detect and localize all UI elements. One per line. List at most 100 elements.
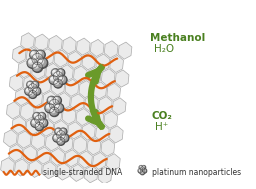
Circle shape <box>55 80 59 84</box>
Circle shape <box>59 77 63 81</box>
Polygon shape <box>62 37 76 54</box>
Polygon shape <box>28 160 42 177</box>
Circle shape <box>59 71 60 72</box>
Polygon shape <box>104 111 118 128</box>
Circle shape <box>33 82 36 85</box>
Circle shape <box>33 87 41 95</box>
Circle shape <box>56 129 59 132</box>
Circle shape <box>29 90 37 98</box>
Polygon shape <box>15 88 29 106</box>
Circle shape <box>27 58 37 68</box>
Polygon shape <box>101 139 115 156</box>
Circle shape <box>62 135 66 139</box>
Circle shape <box>30 50 39 60</box>
Polygon shape <box>32 62 45 79</box>
Polygon shape <box>56 163 70 180</box>
Circle shape <box>53 134 61 142</box>
Circle shape <box>31 119 39 127</box>
Circle shape <box>27 89 28 90</box>
Circle shape <box>28 82 31 85</box>
Polygon shape <box>90 40 104 57</box>
Polygon shape <box>23 146 37 163</box>
Text: platinum nanoparticles: platinum nanoparticles <box>152 168 241 177</box>
Circle shape <box>53 72 61 80</box>
Circle shape <box>39 113 42 117</box>
Circle shape <box>25 87 33 95</box>
Circle shape <box>30 91 33 95</box>
Circle shape <box>36 116 40 120</box>
Circle shape <box>53 71 55 72</box>
Polygon shape <box>76 108 90 126</box>
Circle shape <box>53 96 61 105</box>
Polygon shape <box>60 65 73 82</box>
Polygon shape <box>20 103 34 120</box>
Circle shape <box>47 97 54 103</box>
Circle shape <box>35 64 36 66</box>
Polygon shape <box>54 50 68 67</box>
Polygon shape <box>9 144 23 161</box>
Circle shape <box>51 69 58 76</box>
Polygon shape <box>107 83 121 100</box>
Circle shape <box>140 170 145 175</box>
Circle shape <box>27 81 33 87</box>
Circle shape <box>29 84 36 91</box>
Circle shape <box>47 105 49 107</box>
Polygon shape <box>95 125 109 142</box>
Polygon shape <box>26 118 40 135</box>
Circle shape <box>53 134 60 141</box>
Polygon shape <box>1 158 14 175</box>
Circle shape <box>57 137 63 144</box>
Circle shape <box>143 169 146 172</box>
Circle shape <box>142 166 145 169</box>
Circle shape <box>140 166 142 168</box>
Polygon shape <box>37 77 51 94</box>
Circle shape <box>55 104 62 111</box>
Polygon shape <box>45 134 59 151</box>
Polygon shape <box>15 159 28 176</box>
Polygon shape <box>93 152 106 170</box>
Circle shape <box>38 58 46 67</box>
Circle shape <box>141 171 142 172</box>
Circle shape <box>30 92 32 94</box>
Circle shape <box>48 97 52 101</box>
Circle shape <box>39 59 44 64</box>
Polygon shape <box>104 41 118 58</box>
Polygon shape <box>82 123 95 140</box>
Circle shape <box>141 167 143 170</box>
Polygon shape <box>54 120 67 138</box>
Circle shape <box>60 128 66 134</box>
Polygon shape <box>17 131 31 148</box>
Circle shape <box>141 171 143 173</box>
Circle shape <box>50 77 54 81</box>
Circle shape <box>58 70 61 74</box>
Circle shape <box>33 87 39 94</box>
Circle shape <box>138 169 142 173</box>
Polygon shape <box>84 166 98 183</box>
Polygon shape <box>23 75 37 92</box>
Polygon shape <box>18 61 31 78</box>
Circle shape <box>55 136 56 137</box>
Polygon shape <box>12 46 26 63</box>
Circle shape <box>56 105 60 109</box>
Polygon shape <box>93 82 107 99</box>
Polygon shape <box>65 150 78 167</box>
Circle shape <box>140 170 144 174</box>
Circle shape <box>49 76 58 84</box>
Circle shape <box>33 113 39 119</box>
Circle shape <box>35 122 42 129</box>
Circle shape <box>53 71 63 81</box>
Polygon shape <box>79 151 92 168</box>
Circle shape <box>49 98 51 100</box>
Polygon shape <box>71 94 84 111</box>
Polygon shape <box>98 167 112 184</box>
Circle shape <box>30 86 32 87</box>
Circle shape <box>57 130 58 131</box>
Circle shape <box>61 134 69 142</box>
Polygon shape <box>59 135 73 152</box>
Polygon shape <box>12 116 26 134</box>
Polygon shape <box>87 67 101 84</box>
Circle shape <box>51 108 55 112</box>
Polygon shape <box>70 164 84 181</box>
Circle shape <box>32 81 38 87</box>
Circle shape <box>50 101 55 105</box>
